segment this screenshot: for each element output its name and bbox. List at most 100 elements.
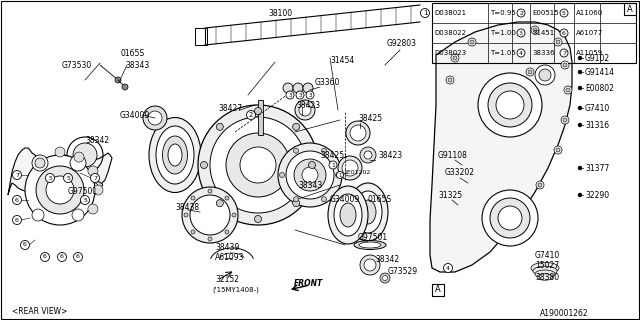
Text: 5: 5 — [66, 175, 70, 180]
Text: 38343: 38343 — [298, 180, 323, 189]
Text: 38342: 38342 — [85, 135, 109, 145]
Circle shape — [533, 28, 537, 32]
Text: 38423: 38423 — [378, 150, 402, 159]
Text: 32290: 32290 — [585, 190, 609, 199]
Text: 38438: 38438 — [175, 204, 199, 212]
Circle shape — [73, 143, 97, 167]
Ellipse shape — [328, 186, 368, 244]
Text: 38427: 38427 — [218, 103, 242, 113]
Polygon shape — [430, 22, 572, 272]
Text: 2: 2 — [249, 112, 253, 118]
Circle shape — [364, 259, 376, 271]
Text: 3: 3 — [308, 92, 312, 98]
Text: 7: 7 — [15, 172, 19, 178]
Bar — [432, 284, 444, 296]
Circle shape — [88, 204, 98, 214]
Circle shape — [72, 209, 84, 221]
Text: A61077: A61077 — [576, 30, 604, 36]
Ellipse shape — [168, 144, 182, 166]
Circle shape — [13, 171, 22, 180]
Text: 6: 6 — [76, 254, 80, 260]
Circle shape — [451, 54, 459, 62]
Circle shape — [539, 69, 551, 81]
Text: A190001262: A190001262 — [540, 308, 589, 317]
Text: D038022: D038022 — [434, 30, 466, 36]
Circle shape — [342, 160, 358, 176]
Circle shape — [148, 111, 162, 125]
Circle shape — [200, 162, 207, 169]
Text: D038023: D038023 — [434, 50, 466, 56]
Circle shape — [578, 56, 582, 60]
Ellipse shape — [535, 270, 555, 278]
Circle shape — [294, 159, 326, 191]
Text: G91414: G91414 — [585, 68, 615, 76]
Text: 6: 6 — [23, 243, 27, 247]
Circle shape — [216, 123, 223, 130]
Circle shape — [338, 156, 362, 180]
Text: D038021: D038021 — [434, 10, 466, 16]
Text: E00802: E00802 — [585, 84, 614, 92]
Circle shape — [58, 252, 67, 261]
Circle shape — [470, 40, 474, 44]
Text: E00515: E00515 — [532, 10, 559, 16]
Circle shape — [446, 76, 454, 84]
Circle shape — [517, 49, 525, 57]
Ellipse shape — [149, 117, 201, 193]
Circle shape — [292, 123, 300, 130]
Circle shape — [191, 196, 195, 200]
Circle shape — [232, 213, 236, 217]
Circle shape — [45, 173, 54, 182]
Circle shape — [554, 38, 562, 46]
Circle shape — [182, 187, 238, 243]
Circle shape — [294, 197, 298, 202]
Circle shape — [564, 86, 572, 94]
Circle shape — [216, 200, 223, 207]
Text: 1: 1 — [423, 10, 428, 16]
Circle shape — [115, 77, 121, 83]
Circle shape — [560, 29, 568, 37]
Circle shape — [453, 56, 457, 60]
Circle shape — [528, 70, 532, 74]
Text: 6: 6 — [15, 197, 19, 203]
Circle shape — [321, 148, 326, 153]
Circle shape — [346, 121, 370, 145]
Circle shape — [191, 230, 195, 234]
Ellipse shape — [348, 183, 388, 241]
Circle shape — [90, 173, 99, 182]
Ellipse shape — [354, 191, 382, 233]
Circle shape — [40, 252, 49, 261]
Circle shape — [286, 91, 294, 99]
Bar — [258, 100, 263, 135]
Circle shape — [299, 104, 311, 116]
Circle shape — [35, 158, 45, 168]
Text: 38425: 38425 — [358, 114, 382, 123]
Circle shape — [74, 252, 83, 261]
Circle shape — [255, 215, 262, 222]
Text: G97501: G97501 — [68, 188, 98, 196]
Circle shape — [280, 172, 285, 178]
Circle shape — [321, 197, 326, 202]
Ellipse shape — [531, 262, 559, 274]
Circle shape — [535, 65, 555, 85]
Circle shape — [46, 176, 74, 204]
Circle shape — [538, 183, 542, 187]
Text: 7: 7 — [562, 51, 566, 55]
Circle shape — [293, 83, 303, 93]
Text: 38342: 38342 — [375, 255, 399, 265]
Circle shape — [255, 108, 262, 115]
Circle shape — [198, 105, 318, 225]
Circle shape — [566, 88, 570, 92]
Text: T=1.05: T=1.05 — [490, 50, 516, 56]
Bar — [624, 3, 636, 15]
Bar — [195, 28, 207, 45]
Text: A61093: A61093 — [215, 253, 244, 262]
Circle shape — [63, 173, 72, 182]
Text: 32152: 32152 — [215, 276, 239, 284]
Text: G3360: G3360 — [315, 77, 340, 86]
Circle shape — [444, 263, 452, 273]
Ellipse shape — [72, 181, 97, 188]
Ellipse shape — [334, 194, 362, 236]
Circle shape — [70, 155, 86, 171]
Circle shape — [81, 196, 90, 204]
Circle shape — [32, 209, 44, 221]
